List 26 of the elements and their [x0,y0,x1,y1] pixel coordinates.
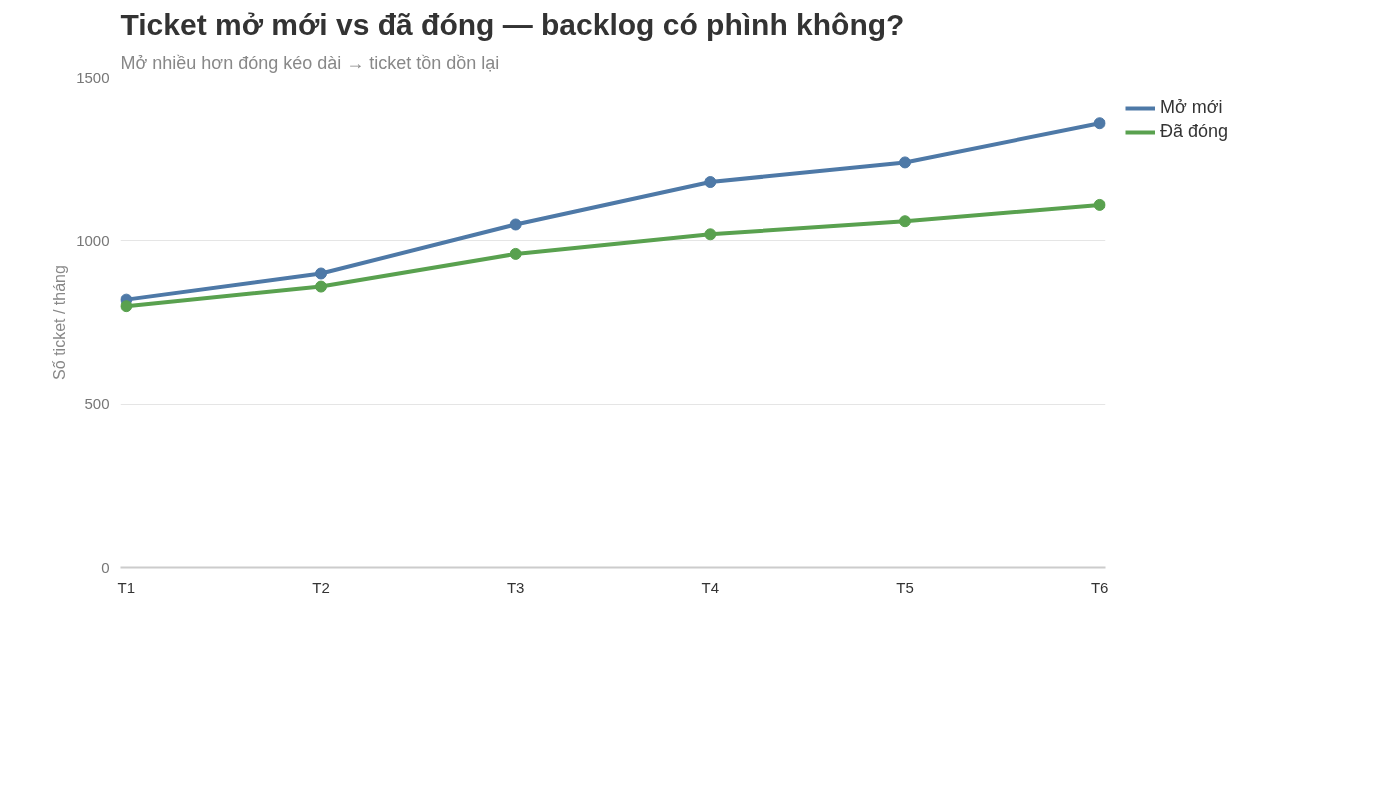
point [899,156,911,169]
point [315,280,327,293]
y-tick-label: 500 [84,395,110,413]
point [1093,198,1106,211]
x-tick-label: T4 [701,578,720,596]
point [120,300,133,313]
point [509,218,522,231]
point [315,267,327,280]
y-tick-label: 0 [101,558,110,576]
x-tick-label: T6 [1090,578,1109,596]
point [704,176,717,189]
x-tick-label: T5 [896,578,914,596]
y-axis-title: Số ticket / tháng [51,265,69,380]
point [899,215,911,228]
chart-title: Ticket mở mới vs đã đóng — backlog có phình không? [120,7,905,41]
x-tick-label: T1 [117,578,136,596]
point [1093,117,1106,130]
x-tick-label: T2 [312,578,330,596]
chart-subtitle: Mở nhiều hơn đóng kéo dài → ticket tồn dồn lại [120,52,500,73]
y-tick-label: 1000 [76,231,110,249]
legend-label: Mở mới [1160,97,1223,118]
legend-label: Đã đóng [1160,121,1229,142]
point [509,247,522,260]
point [704,228,717,241]
y-tick-label: 1500 [76,68,110,86]
x-tick-label: T3 [506,578,525,596]
